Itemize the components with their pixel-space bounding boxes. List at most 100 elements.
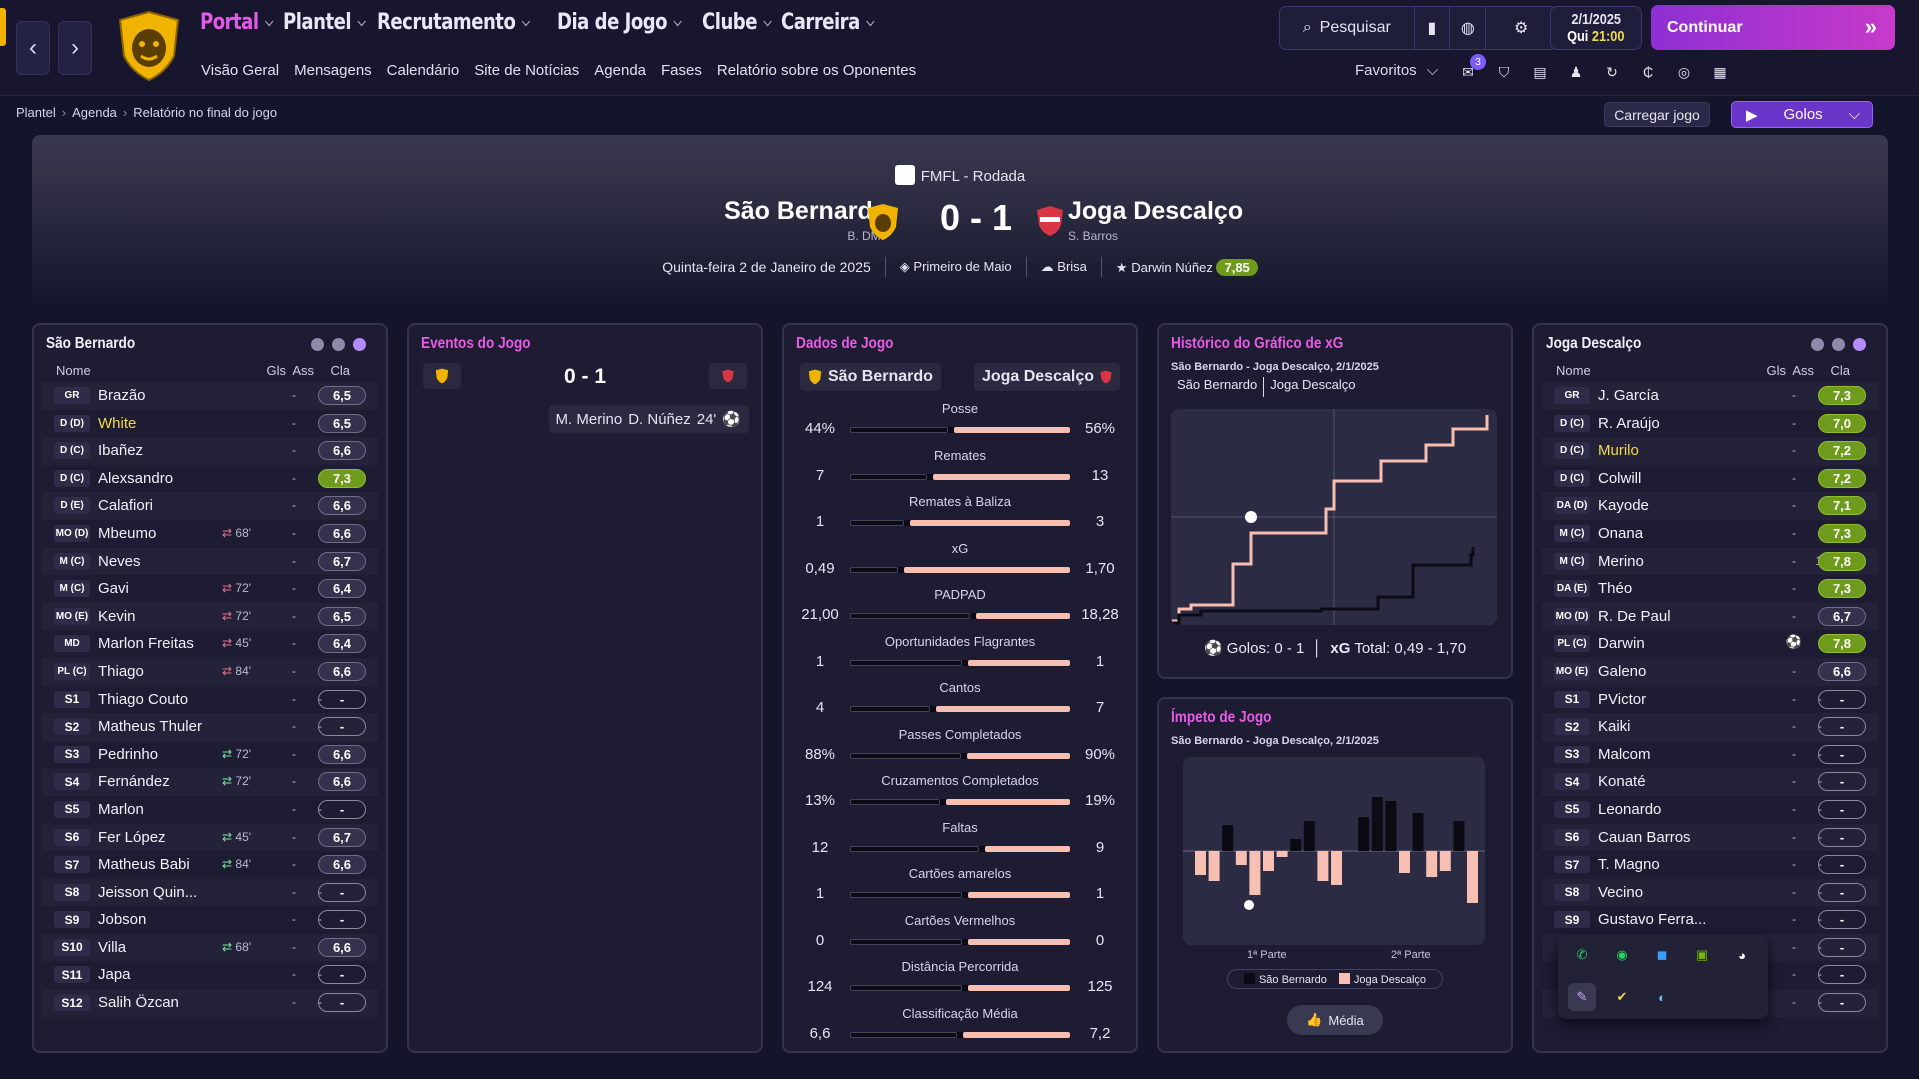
player-row[interactable]: PL (C)Thiago⇄ 84'--6,6 bbox=[42, 657, 378, 686]
player-name[interactable]: Japa bbox=[98, 966, 131, 984]
back-button[interactable]: ‹ bbox=[16, 21, 50, 75]
spotify-icon[interactable]: ◉ bbox=[1616, 947, 1628, 962]
player-name[interactable]: R. De Paul bbox=[1598, 607, 1671, 625]
search-button[interactable]: ⌕ Pesquisar bbox=[1280, 7, 1415, 49]
pen-icon[interactable]: ✎ bbox=[1568, 983, 1596, 1011]
player-name[interactable]: Calafiori bbox=[98, 497, 154, 515]
kit-button[interactable]: ⛉ bbox=[1492, 60, 1516, 84]
player-row[interactable]: M (C)Neves--6,7 bbox=[42, 547, 378, 576]
forward-button[interactable]: › bbox=[58, 21, 92, 75]
player-row[interactable]: S1 Thiago Couto - - - bbox=[42, 686, 378, 714]
col-cla[interactable]: Cla bbox=[1830, 363, 1850, 378]
finance-button[interactable]: ₵ bbox=[1636, 60, 1660, 84]
player-row[interactable]: MO (D)R. De Paul--6,7 bbox=[1542, 602, 1878, 631]
player-row[interactable]: S9 Gustavo Ferra... - - - bbox=[1542, 906, 1878, 934]
discord-icon[interactable]: ◕ bbox=[1738, 947, 1746, 963]
player-row[interactable]: M (C)Onana--7,3 bbox=[1542, 520, 1878, 548]
player-name[interactable]: Matheus Babi bbox=[98, 856, 190, 874]
dot-icon[interactable] bbox=[353, 338, 366, 351]
tactics-button[interactable]: ▤ bbox=[1528, 60, 1552, 84]
subnav-mensagens[interactable]: Mensagens bbox=[294, 62, 372, 79]
player-name[interactable]: Konaté bbox=[1598, 773, 1646, 791]
player-name[interactable]: J. García bbox=[1598, 387, 1659, 404]
player-row[interactable]: D (C)Murilo--7,2 bbox=[1542, 437, 1878, 465]
player-row[interactable]: S8 Vecino - - - bbox=[1542, 878, 1878, 907]
player-name[interactable]: Jeisson Quin... bbox=[98, 883, 198, 901]
player-name[interactable]: Mbeumo bbox=[98, 524, 157, 542]
player-row[interactable]: S8 Jeisson Quin... - - - bbox=[42, 878, 378, 907]
col-gls[interactable]: Gls bbox=[1766, 363, 1787, 378]
player-row[interactable]: S6 Cauan Barros - - - bbox=[1542, 823, 1878, 852]
player-row[interactable]: S2 Kaiki - - - bbox=[1542, 713, 1878, 741]
player-row[interactable]: S4 Konaté - - - bbox=[1542, 768, 1878, 796]
player-row[interactable]: MO (E)Galeno--6,6 bbox=[1542, 657, 1878, 686]
player-name[interactable]: Kayode bbox=[1598, 497, 1649, 515]
player-name[interactable]: Merino bbox=[1598, 552, 1644, 570]
player-row[interactable]: M (C)Gavi⇄ 72'--6,4 bbox=[42, 575, 378, 603]
goal-marker-icon[interactable] bbox=[1245, 511, 1257, 523]
player-name[interactable]: PVictor bbox=[1598, 690, 1647, 708]
view-toggle[interactable] bbox=[311, 338, 366, 351]
player-row[interactable]: S11 Japa - - - bbox=[42, 961, 378, 989]
steam-icon[interactable]: ◐ bbox=[1658, 989, 1666, 1005]
load-game-button[interactable]: Carregar jogo bbox=[1604, 102, 1710, 127]
player-row[interactable]: DA (D)Kayode--7,1 bbox=[1542, 492, 1878, 520]
globe-button[interactable]: ◍ bbox=[1450, 7, 1487, 49]
player-name[interactable]: Vecino bbox=[1598, 883, 1644, 901]
player-row[interactable]: MO (D)Mbeumo⇄ 68'--6,6 bbox=[42, 520, 378, 548]
player-row[interactable]: S5 Marlon - - - bbox=[42, 796, 378, 824]
player-name[interactable]: Cauan Barros bbox=[1598, 828, 1691, 846]
player-row[interactable]: S7 T. Magno - - - bbox=[1542, 851, 1878, 879]
player-name[interactable]: Ibañez bbox=[98, 442, 144, 460]
dot-icon[interactable] bbox=[1853, 338, 1866, 351]
nvidia-icon[interactable]: ▣ bbox=[1695, 947, 1709, 962]
messages-button[interactable]: ✉ 3 bbox=[1456, 54, 1486, 84]
dot-icon[interactable] bbox=[311, 338, 324, 351]
whatsapp-icon[interactable]: ✆ bbox=[1576, 947, 1588, 962]
favorites-dropdown[interactable]: Favoritos ⌵ bbox=[1355, 62, 1438, 79]
continue-button[interactable]: Continuar » bbox=[1651, 5, 1895, 50]
player-name[interactable]: Darwin bbox=[1598, 635, 1645, 653]
subnav-visao-geral[interactable]: Visão Geral bbox=[201, 62, 280, 79]
player-name[interactable]: Pedrinho bbox=[98, 745, 159, 763]
goal-marker-icon[interactable] bbox=[1244, 900, 1254, 910]
player-name[interactable]: Leonardo bbox=[1598, 800, 1662, 818]
player-name[interactable]: T. Magno bbox=[1598, 856, 1660, 874]
goal-event[interactable]: M. Merino D. Núñez 24' ⚽ bbox=[549, 405, 749, 433]
player-row[interactable]: --- bbox=[1542, 961, 1878, 989]
player-row[interactable]: S12 Salih Özcan - - - bbox=[42, 989, 378, 1017]
player-name[interactable]: Fernández bbox=[98, 773, 170, 791]
nav-plantel[interactable]: Plantel ⌵ bbox=[282, 10, 366, 35]
player-row[interactable]: D (C)R. Araújo--7,0 bbox=[1542, 410, 1878, 438]
nav-clube[interactable]: Clube ⌵ bbox=[702, 10, 772, 35]
subnav-site-noticias[interactable]: Site de Notícias bbox=[474, 62, 580, 79]
player-name[interactable]: Thiago bbox=[98, 662, 144, 680]
player-row[interactable]: PL (C)Darwin⚽-7,8 bbox=[1542, 630, 1878, 658]
col-name[interactable]: Nome bbox=[1556, 363, 1591, 378]
nav-carreira[interactable]: Carreira ⌵ bbox=[780, 10, 874, 35]
player-name[interactable]: Marlon bbox=[98, 800, 144, 818]
home-team[interactable]: São Bernardo B. DMF bbox=[724, 197, 888, 243]
player-name[interactable]: Murilo bbox=[1598, 442, 1639, 460]
player-name[interactable]: Villa bbox=[98, 938, 127, 956]
player-name[interactable]: Jobson bbox=[98, 911, 147, 929]
col-ass[interactable]: Ass bbox=[1792, 363, 1814, 378]
player-name[interactable]: Kevin bbox=[98, 607, 136, 625]
player-name[interactable]: Onana bbox=[1598, 524, 1644, 542]
player-row[interactable]: S9 Jobson - - - bbox=[42, 906, 378, 934]
player-row[interactable]: D (D)White--6,5 bbox=[42, 410, 378, 438]
col-name[interactable]: Nome bbox=[56, 363, 91, 378]
subnav-fases[interactable]: Fases bbox=[661, 62, 702, 79]
col-gls[interactable]: Gls bbox=[266, 363, 287, 378]
player-row[interactable]: D (C)Alexsandro--7,3 bbox=[42, 465, 378, 493]
toggle-away[interactable]: Joga Descalço bbox=[1270, 377, 1356, 392]
away-team[interactable]: Joga Descalço S. Barros bbox=[1068, 197, 1243, 243]
club-crest-logo[interactable] bbox=[116, 10, 182, 82]
player-name[interactable]: Colwill bbox=[1598, 469, 1642, 487]
player-name[interactable]: Galeno bbox=[1598, 662, 1647, 680]
nav-dia-de-jogo[interactable]: Dia de Jogo ⌵ bbox=[556, 10, 682, 35]
player-name[interactable]: Gavi bbox=[98, 580, 129, 598]
